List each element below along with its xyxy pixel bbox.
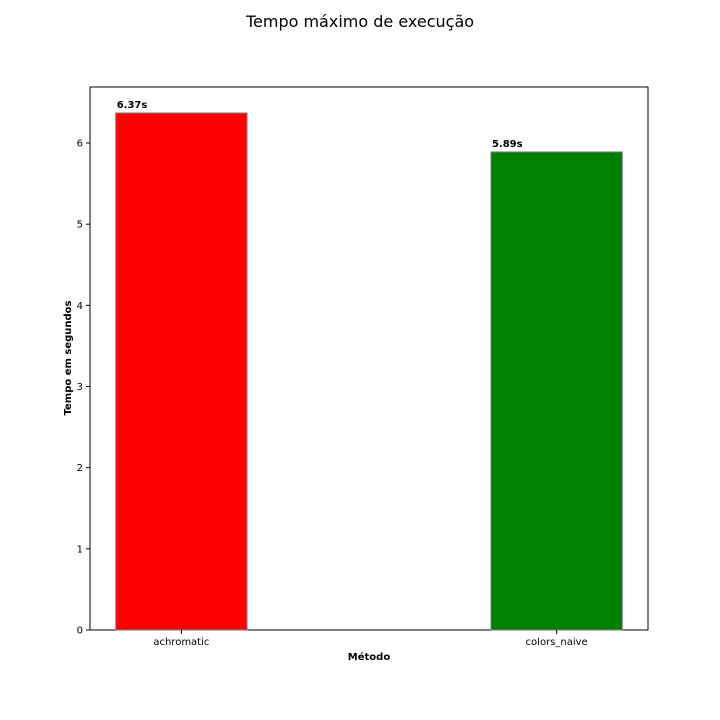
x-tick-label: colors_naive	[526, 637, 588, 648]
data-label-colors-naive: 5.89s	[492, 139, 523, 150]
x-axis-label: Método	[348, 651, 391, 663]
chart-title: Tempo máximo de execução	[245, 12, 474, 31]
y-tick-label: 4	[77, 301, 83, 312]
bar-achromatic	[115, 112, 248, 631]
y-axis-label: Tempo em segundos	[63, 300, 74, 415]
y-tick-label: 3	[77, 382, 83, 393]
bar-colors-naive	[490, 151, 623, 631]
y-tick-label: 1	[77, 544, 83, 555]
data-labels-group: 6.37s 5.89s	[117, 100, 523, 150]
y-axis: 0 1 2 3 4 5 6	[77, 139, 90, 637]
data-label-achromatic: 6.37s	[117, 100, 148, 111]
y-tick-label: 6	[77, 139, 83, 150]
bars-group	[115, 112, 623, 631]
axes-frame	[89, 86, 649, 631]
plot-area: 6.37s 5.89s 0 1 2 3 4 5 6 achromatic colors_naiv…	[77, 86, 649, 648]
x-axis: achromatic colors_naive	[153, 630, 588, 648]
y-tick-label: 2	[77, 463, 83, 474]
y-tick-label: 0	[77, 626, 83, 637]
x-tick-label: achromatic	[153, 637, 209, 648]
y-tick-label: 5	[77, 220, 83, 231]
